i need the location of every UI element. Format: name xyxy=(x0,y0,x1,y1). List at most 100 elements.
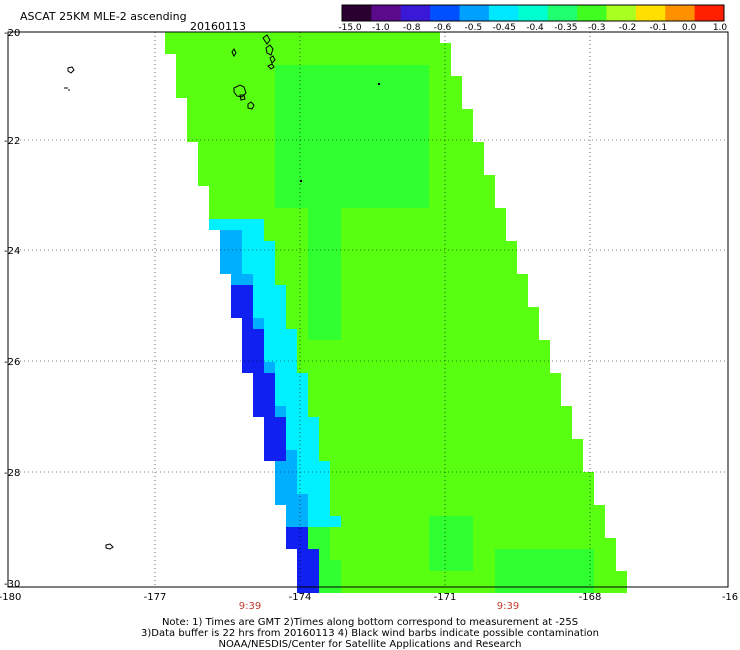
swath-cell xyxy=(286,98,297,109)
swath-cell xyxy=(319,560,330,571)
swath-cell xyxy=(561,494,572,505)
swath-cell xyxy=(275,318,286,329)
swath-cell xyxy=(330,197,341,208)
swath-cell xyxy=(385,549,396,560)
swath-cell xyxy=(341,142,352,153)
swath-cell xyxy=(583,494,594,505)
swath-cell xyxy=(561,472,572,483)
swath-cell xyxy=(429,395,440,406)
swath-cell xyxy=(374,296,385,307)
swath-cell xyxy=(253,230,264,241)
swath-cell xyxy=(352,98,363,109)
swath-cell xyxy=(363,351,374,362)
swath-cell xyxy=(264,351,275,362)
swath-cell xyxy=(363,208,374,219)
swath-cell xyxy=(286,395,297,406)
swath-cell xyxy=(209,87,220,98)
swath-cell xyxy=(495,560,506,571)
swath-cell xyxy=(363,87,374,98)
swath-cell xyxy=(550,428,561,439)
y-tick-label: -22 xyxy=(4,136,21,147)
swath-cell xyxy=(495,274,506,285)
swath-cell xyxy=(605,571,616,582)
swath-cell xyxy=(418,285,429,296)
swath-cell xyxy=(264,318,275,329)
swath-cell xyxy=(385,186,396,197)
swath-cell xyxy=(539,384,550,395)
swath-cell xyxy=(341,505,352,516)
swath-cell xyxy=(418,120,429,131)
swath-cell xyxy=(462,439,473,450)
swath-cell xyxy=(330,384,341,395)
swath-cell xyxy=(396,439,407,450)
swath-cell xyxy=(473,263,484,274)
swath-cell xyxy=(286,120,297,131)
swath-cell xyxy=(275,439,286,450)
swath-cell xyxy=(473,439,484,450)
swath-cell xyxy=(418,164,429,175)
y-tick-label: -28 xyxy=(4,468,21,479)
swath-cell xyxy=(308,527,319,538)
swath-cell xyxy=(506,252,517,263)
swath-cell xyxy=(352,329,363,340)
swath-cell xyxy=(517,373,528,384)
swath-cell xyxy=(308,54,319,65)
swath-cell xyxy=(506,560,517,571)
swath-cell xyxy=(583,483,594,494)
swath-cell xyxy=(319,43,330,54)
swath-cell xyxy=(539,351,550,362)
swath-cell xyxy=(396,252,407,263)
swath-cell xyxy=(363,54,374,65)
swath-cell xyxy=(242,98,253,109)
swath-cell xyxy=(418,351,429,362)
swath-cell xyxy=(297,351,308,362)
swath-cell xyxy=(451,109,462,120)
swath-cell xyxy=(385,252,396,263)
swath-cell xyxy=(396,549,407,560)
swath-cell xyxy=(407,549,418,560)
swath-cell xyxy=(319,373,330,384)
swath-cell xyxy=(495,241,506,252)
swath-cell xyxy=(242,307,253,318)
swath-cell xyxy=(462,230,473,241)
swath-cell xyxy=(451,351,462,362)
swath-cell xyxy=(198,65,209,76)
swath-cell xyxy=(418,384,429,395)
swath-cell xyxy=(605,560,616,571)
swath-cell xyxy=(264,384,275,395)
swath-cell xyxy=(407,538,418,549)
swath-cell xyxy=(264,32,275,43)
swath-cell xyxy=(451,98,462,109)
swath-cell xyxy=(396,373,407,384)
swath-cell xyxy=(396,241,407,252)
swath-cell xyxy=(341,153,352,164)
swath-cell xyxy=(264,54,275,65)
swath-cell xyxy=(385,483,396,494)
swath-cell xyxy=(451,571,462,582)
swath-cell xyxy=(440,142,451,153)
swath-cell xyxy=(209,120,220,131)
swath-cell xyxy=(451,164,462,175)
swath-cell xyxy=(550,461,561,472)
swath-cell xyxy=(539,538,550,549)
swath-cell xyxy=(385,538,396,549)
swath-cell xyxy=(363,428,374,439)
swath-cell xyxy=(539,505,550,516)
swath-cell xyxy=(374,186,385,197)
swath-cell xyxy=(352,87,363,98)
swath-cell xyxy=(572,527,583,538)
swath-cell xyxy=(374,120,385,131)
swath-cell xyxy=(517,450,528,461)
swath-cell xyxy=(385,395,396,406)
swath-cell xyxy=(242,142,253,153)
swath-cell xyxy=(407,560,418,571)
time-label-left: 9:39 xyxy=(238,601,262,612)
colorbar-segment xyxy=(665,5,696,21)
swath-cell xyxy=(396,54,407,65)
swath-cell xyxy=(220,142,231,153)
swath-cell xyxy=(429,175,440,186)
swath-cell xyxy=(242,87,253,98)
swath-cell xyxy=(451,461,462,472)
swath-cell xyxy=(352,109,363,120)
swath-cell xyxy=(528,472,539,483)
